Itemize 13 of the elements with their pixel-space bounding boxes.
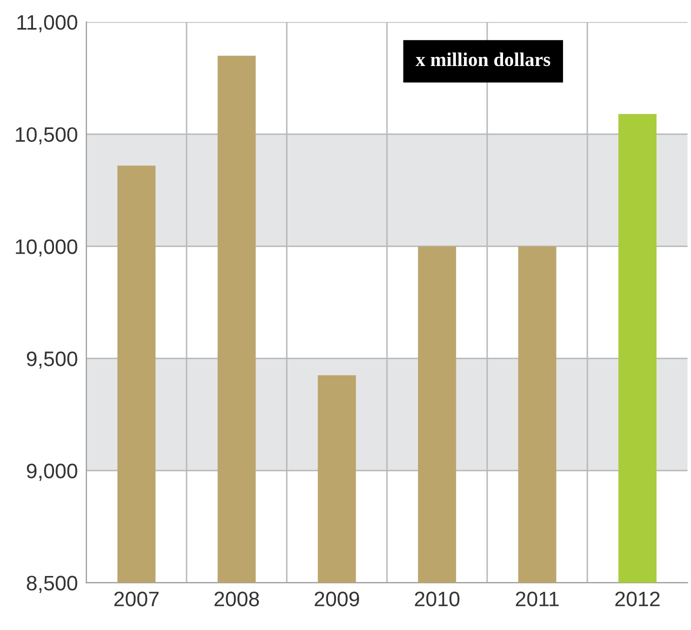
x-tick-label: 2010 (414, 592, 460, 606)
y-tick-label: 10,000 (16, 239, 78, 257)
annotation: x million dollars (416, 52, 550, 66)
y-tick-label: 10,500 (16, 127, 78, 144)
x-tick-label: 2007 (114, 592, 159, 606)
y-tick-label: 11,000 (17, 15, 78, 32)
y-tick-label: 9,500 (26, 351, 78, 369)
x-tick-label: 2011 (516, 592, 559, 606)
y-tick-label: 9,000 (26, 464, 78, 481)
x-tick-label: 2012 (615, 592, 660, 606)
y-tick-label: 8,500 (26, 576, 78, 593)
x-tick-label: 2008 (214, 592, 259, 606)
x-tick-label: 2009 (314, 592, 360, 606)
